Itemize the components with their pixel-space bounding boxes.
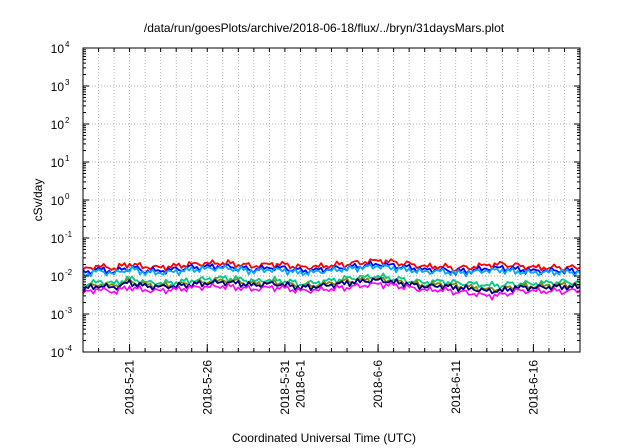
y-tick-label: 10 [51,270,65,284]
series-line [82,281,581,301]
x-axis-label: Coordinated Universal Time (UTC) [232,431,416,445]
series-line [82,277,581,295]
y-tick-label: 10 [51,346,65,360]
y-tick-exponent: 4 [65,40,70,49]
y-tick-exponent: 1 [65,154,70,163]
y-tick-exponent: -1 [65,230,73,239]
y-tick-exponent: -4 [65,344,73,353]
x-tick-label: 2018-6-11 [449,360,463,414]
y-tick-exponent: 0 [65,192,70,201]
series-group [82,258,581,301]
y-tick-label: 10 [51,194,65,208]
chart-title: /data/run/goesPlots/archive/2018-06-18/f… [144,21,505,35]
x-axis: 2018-5-21 2018-5-26 2018-5-31 2018-6-1 2018-… [98,48,565,415]
series-line [82,272,581,290]
y-axis-label: cSv/day [31,179,45,222]
y-tick-label: 10 [51,118,65,132]
y-tick-exponent: -2 [65,268,73,277]
series-line [82,258,581,273]
y-tick-exponent: 3 [65,78,70,87]
y-tick-label: 10 [51,232,65,246]
grid [83,47,580,353]
y-tick-exponent: 2 [65,116,70,125]
x-tick-label: 2018-5-21 [123,360,137,415]
x-tick-label: 2018-5-31 [278,360,292,415]
series-line [82,263,581,278]
y-tick-label: 10 [51,156,65,170]
series-line [82,276,581,294]
y-tick-label: 10 [51,308,65,322]
y-tick-label: 10 [51,42,65,56]
y-tick-exponent: -3 [65,306,73,315]
x-tick-label: 2018-6-16 [526,360,540,415]
y-tick-label: 10 [51,80,65,94]
x-tick-label: 2018-5-26 [200,360,214,415]
x-tick-label: 2018-6-1 [293,360,307,408]
x-tick-label: 2018-6-6 [371,360,385,408]
